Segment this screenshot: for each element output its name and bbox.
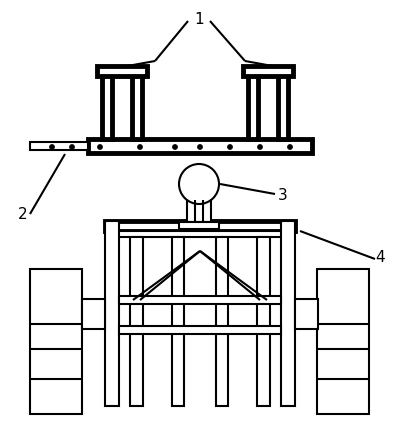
- Text: 4: 4: [375, 250, 385, 265]
- Circle shape: [179, 165, 219, 205]
- Bar: [110, 231, 290, 237]
- Bar: [295, 299, 318, 329]
- Bar: [278, 75, 288, 140]
- Circle shape: [49, 145, 55, 150]
- Circle shape: [288, 145, 292, 150]
- Circle shape: [97, 145, 103, 150]
- Bar: [187, 200, 211, 222]
- Bar: [119, 326, 281, 334]
- Bar: [82, 299, 105, 329]
- Bar: [30, 269, 82, 414]
- Bar: [317, 269, 369, 414]
- Bar: [248, 75, 258, 140]
- Bar: [216, 237, 228, 406]
- Circle shape: [69, 145, 75, 150]
- Circle shape: [198, 145, 203, 150]
- Bar: [132, 75, 142, 140]
- Text: 3: 3: [278, 187, 288, 202]
- Bar: [281, 221, 295, 406]
- Bar: [102, 75, 112, 140]
- Bar: [30, 143, 88, 150]
- Circle shape: [227, 145, 233, 150]
- Text: 2: 2: [18, 207, 28, 222]
- Circle shape: [257, 145, 263, 150]
- Bar: [130, 237, 143, 406]
- Bar: [97, 67, 147, 77]
- Text: 1: 1: [194, 12, 204, 27]
- Bar: [88, 140, 312, 154]
- Bar: [172, 237, 184, 406]
- Bar: [105, 221, 295, 231]
- Bar: [257, 237, 270, 406]
- Bar: [179, 222, 219, 230]
- Bar: [105, 221, 119, 406]
- Circle shape: [138, 145, 142, 150]
- Bar: [243, 67, 293, 77]
- Circle shape: [172, 145, 178, 150]
- Bar: [119, 296, 281, 304]
